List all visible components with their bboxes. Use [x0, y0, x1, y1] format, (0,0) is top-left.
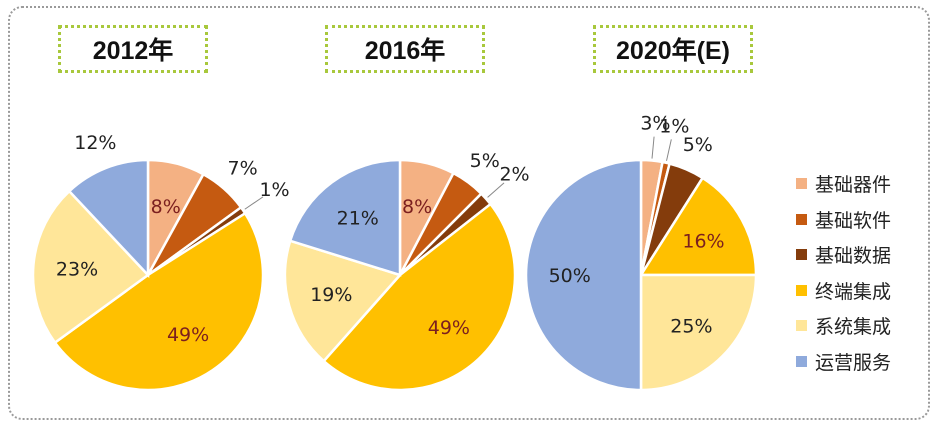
pie-slice — [639, 273, 758, 392]
legend-swatch — [796, 213, 807, 225]
data-label: 7% — [227, 158, 257, 180]
legend-swatch — [796, 178, 807, 189]
data-label: 2% — [499, 164, 529, 186]
pie-1: 8% 5%2% 49% 19% 21% — [283, 150, 530, 392]
pie-2: 3%1%5% 16% 25% 50% — [524, 113, 758, 392]
data-label: 1% — [659, 116, 689, 138]
leader-line — [651, 136, 655, 159]
legend-swatch — [796, 249, 807, 260]
legend-item: 终端集成 — [796, 277, 891, 304]
legend-item: 运营服务 — [796, 348, 891, 375]
legend-swatch — [796, 284, 807, 296]
legend-item: 系统集成 — [796, 312, 891, 339]
data-label: 49% — [428, 317, 470, 339]
chart-title-2012: 2012年 — [58, 25, 208, 73]
data-label: 3% — [640, 113, 670, 135]
legend-item: 基础数据 — [796, 241, 891, 268]
data-label: 1% — [259, 179, 289, 201]
leader-line — [244, 196, 264, 210]
pie-slice — [283, 239, 403, 363]
data-label: 21% — [337, 208, 379, 230]
legend-swatch — [796, 320, 807, 331]
pie-slice — [31, 189, 150, 345]
data-label: 12% — [74, 132, 116, 154]
data-label: 49% — [167, 324, 209, 346]
pie-slice — [53, 211, 265, 392]
data-label: 25% — [670, 315, 712, 337]
data-label: 16% — [682, 231, 724, 253]
legend-label: 基础器件 — [815, 174, 892, 196]
legend: 基础器件 基础软件 基础数据 终端集成 系统集成 运营服务 — [796, 170, 891, 383]
leader-line — [487, 182, 505, 198]
data-label: 8% — [402, 196, 432, 218]
chart-title-2016: 2016年 — [325, 25, 485, 73]
chart-title-2020: 2020年(E) — [593, 25, 753, 73]
legend-label: 系统集成 — [815, 316, 892, 338]
legend-label: 基础软件 — [815, 209, 892, 232]
legend-item: 基础软件 — [796, 206, 891, 233]
pie-slice — [288, 158, 402, 277]
pie-slice — [638, 176, 758, 277]
data-label: 19% — [310, 284, 352, 306]
legend-label: 运营服务 — [815, 351, 892, 374]
legend-label: 终端集成 — [815, 280, 892, 303]
legend-label: 基础数据 — [815, 245, 892, 267]
pie-slice — [321, 202, 517, 392]
data-label: 8% — [151, 196, 181, 218]
data-label: 5% — [470, 150, 500, 172]
legend-item: 基础器件 — [796, 170, 891, 197]
legend-swatch — [796, 355, 807, 367]
data-label: 50% — [549, 265, 591, 287]
chart-frame — [8, 6, 930, 420]
pie-slice — [524, 158, 643, 392]
data-label: 23% — [56, 258, 98, 280]
pie-slice — [67, 158, 150, 279]
data-label: 5% — [683, 134, 713, 156]
pie-0: 8% 7%1% 49% 23% 12% — [31, 132, 290, 392]
leader-line — [666, 139, 672, 161]
